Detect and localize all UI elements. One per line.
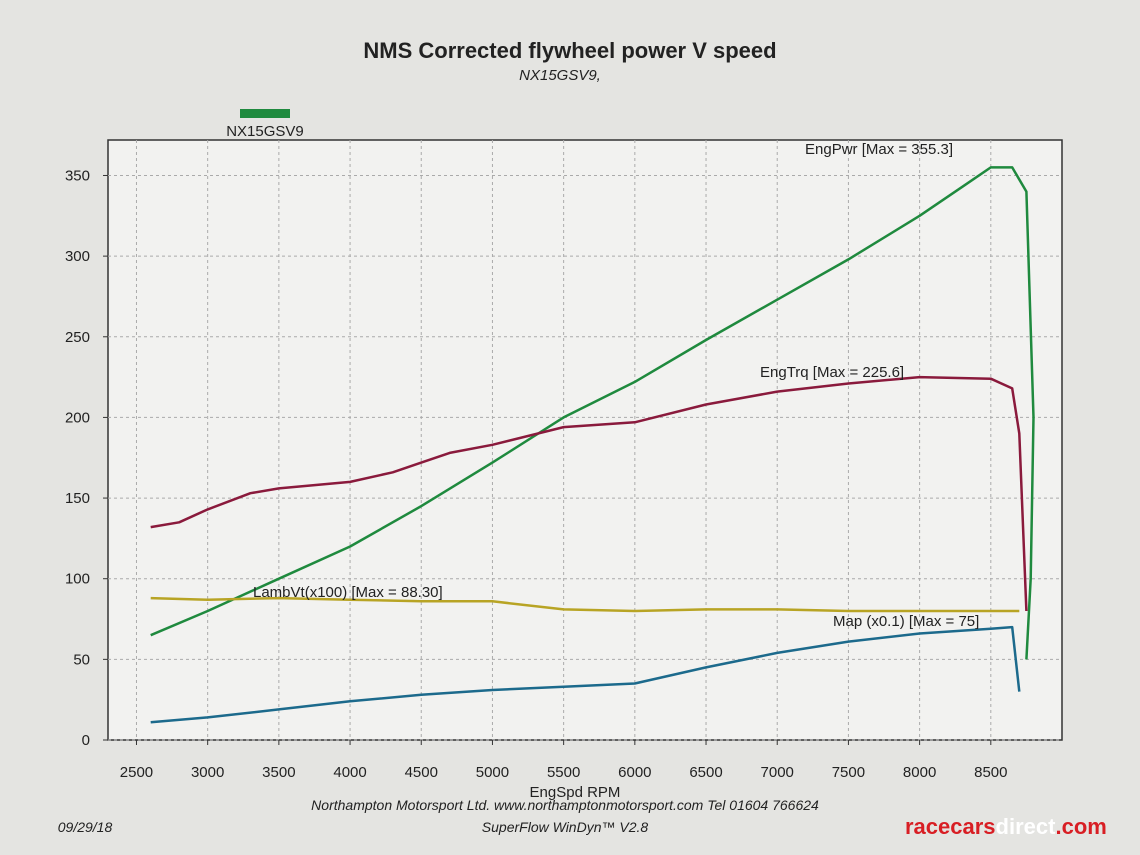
- x-tick-label: 3000: [191, 764, 224, 781]
- y-tick-label: 200: [65, 409, 90, 426]
- y-tick-label: 50: [73, 651, 90, 668]
- x-tick-label: 7500: [832, 764, 865, 781]
- x-tick-label: 6500: [689, 764, 722, 781]
- x-tick-label: 4500: [405, 764, 438, 781]
- y-tick-label: 250: [65, 329, 90, 346]
- series-line: [150, 596, 1020, 613]
- chart-subtitle: NX15GSV9,: [519, 67, 601, 84]
- y-tick-label: 300: [65, 248, 90, 265]
- y-tick-label: 100: [65, 571, 90, 588]
- software: SuperFlow WinDyn™ V2.8: [482, 819, 649, 835]
- x-tick-label: 8500: [974, 764, 1007, 781]
- watermark-part: .com: [1055, 814, 1106, 839]
- y-tick-label: 350: [65, 167, 90, 184]
- series-label: EngPwr [Max = 355.3]: [805, 141, 953, 158]
- x-tick-label: 3500: [262, 764, 295, 781]
- series-label: LambVt(x100) [Max = 88.30]: [253, 584, 443, 601]
- x-tick-label: 2500: [120, 764, 153, 781]
- x-tick-label: 8000: [903, 764, 936, 781]
- series-label: Map (x0.1) [Max = 75]: [833, 613, 979, 630]
- x-tick-label: 4000: [333, 764, 366, 781]
- plot-area: [107, 139, 1063, 741]
- watermark-part: racecars: [905, 814, 996, 839]
- y-tick-label: 0: [82, 732, 90, 749]
- series-line: [150, 166, 1035, 660]
- x-axis-label: EngSpd RPM: [530, 784, 621, 801]
- legend-swatch: [240, 109, 290, 118]
- y-tick-label: 150: [65, 490, 90, 507]
- legend-label: NX15GSV9: [226, 123, 304, 140]
- watermark: racecarsdirect.com: [905, 814, 1107, 839]
- watermark-part: direct: [996, 814, 1057, 839]
- series-line: [150, 625, 1021, 724]
- chart-title: NMS Corrected flywheel power V speed: [363, 38, 776, 63]
- x-tick-label: 6000: [618, 764, 651, 781]
- x-tick-label: 5500: [547, 764, 580, 781]
- footer: Northampton Motorsport Ltd. www.northamp…: [311, 797, 819, 813]
- x-tick-label: 5000: [476, 764, 509, 781]
- series-label: EngTrq [Max = 225.6]: [760, 364, 904, 381]
- series-line: [150, 375, 1028, 612]
- x-tick-label: 7000: [761, 764, 794, 781]
- date: 09/29/18: [58, 819, 113, 835]
